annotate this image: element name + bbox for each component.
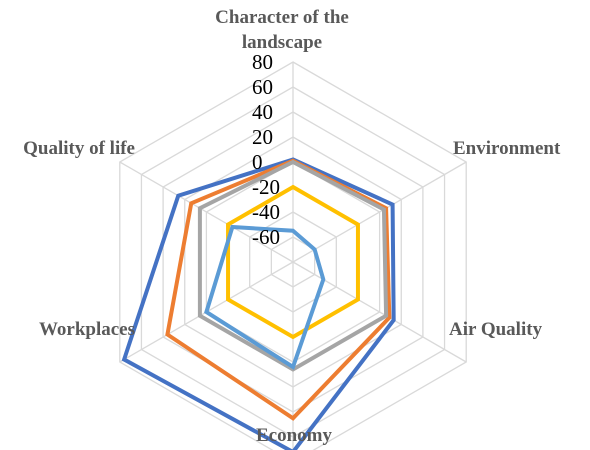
- axis-label: Workplaces: [39, 319, 135, 340]
- axis-label-line: Economy: [256, 425, 333, 446]
- grid-layer: [120, 62, 466, 450]
- tick-label: -40: [252, 200, 280, 224]
- axis-label: Air Quality: [449, 319, 543, 340]
- tick-label: 20: [252, 125, 273, 149]
- axis-label: Quality of life: [23, 138, 135, 159]
- axis-label: Character of the landscape: [215, 7, 349, 53]
- tick-label: 60: [252, 75, 273, 99]
- tick-label: -20: [252, 175, 280, 199]
- tick-label: 0: [252, 150, 263, 174]
- axis-label-layer: Character of the landscape Environment Air …: [23, 7, 561, 446]
- axis-label: Economy: [256, 425, 333, 446]
- axis-label-line: Character of the: [215, 7, 349, 28]
- axis-label-line: Air Quality: [449, 319, 543, 340]
- axis-label-line: Environment: [453, 138, 561, 159]
- tick-label: 80: [252, 50, 273, 74]
- tick-label: 40: [252, 100, 273, 124]
- axis-label-line: landscape: [242, 32, 322, 53]
- axis-label-line: Workplaces: [39, 319, 135, 340]
- tick-label: -60: [252, 225, 280, 249]
- axis-label: Environment: [453, 138, 561, 159]
- axis-label-line: Quality of life: [23, 138, 135, 159]
